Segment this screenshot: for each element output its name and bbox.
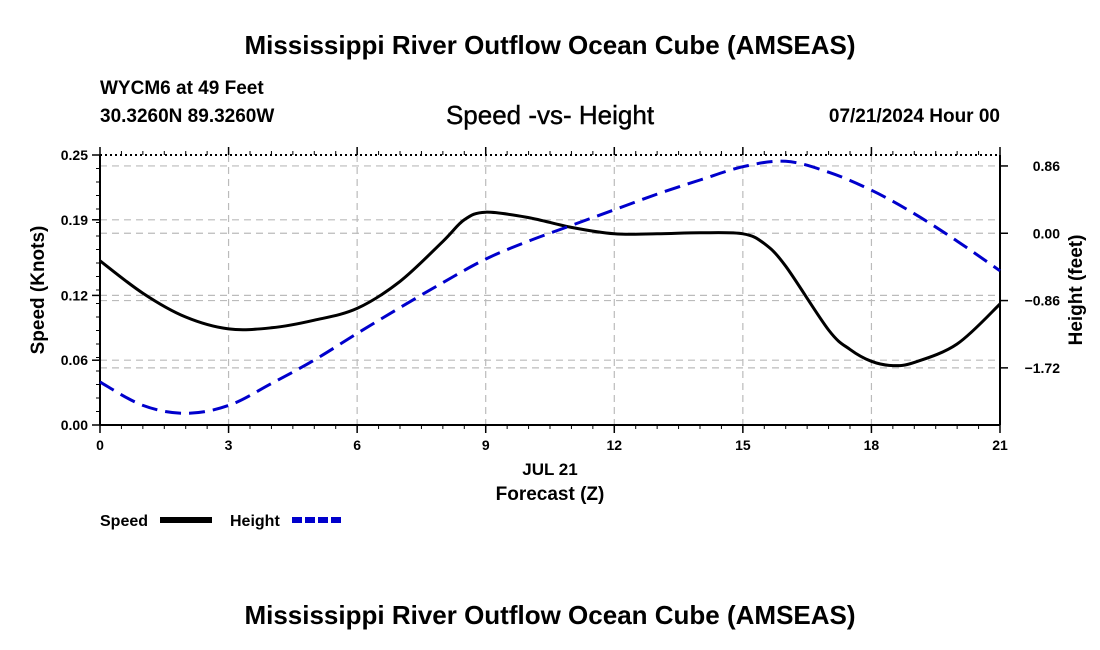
y-tick-label: 0.12 bbox=[61, 287, 88, 303]
x-tick-label: 9 bbox=[482, 437, 490, 453]
chart-title: Speed -vs- Height bbox=[445, 100, 655, 130]
x-tick-label: 3 bbox=[225, 437, 233, 453]
x-tick-label: 12 bbox=[606, 437, 622, 453]
x-axis-title: Forecast (Z) bbox=[496, 484, 605, 505]
axis-labels: 0 3 6 9 12 15 18 21 0.00 0.06 0.12 0.19 0.25 0.86 0.00… bbox=[28, 147, 1087, 505]
legend-label-height: Height bbox=[230, 513, 280, 530]
y-tick-label: 0.19 bbox=[61, 212, 88, 228]
x-sub-label: JUL 21 bbox=[522, 460, 577, 479]
main-title: Mississippi River Outflow Ocean Cube (AM… bbox=[244, 30, 856, 60]
axes bbox=[92, 147, 1008, 433]
footer-title: Mississippi River Outflow Ocean Cube (AM… bbox=[244, 600, 856, 630]
y-axis-title: Speed (Knots) bbox=[28, 226, 49, 355]
x-tick-label: 6 bbox=[353, 437, 361, 453]
x-tick-label: 15 bbox=[735, 437, 751, 453]
y2-tick-label: 0.86 bbox=[1033, 158, 1060, 174]
y2-tick-label: −0.86 bbox=[1025, 293, 1061, 309]
series-line-height bbox=[99, 159, 1001, 415]
x-tick-label: 21 bbox=[992, 437, 1008, 453]
y2-axis-title: Height (feet) bbox=[1066, 235, 1087, 346]
x-tick-label: 18 bbox=[864, 437, 880, 453]
series-line-speed bbox=[99, 210, 1002, 368]
grid-lines bbox=[100, 155, 1000, 425]
legend-label-speed: Speed bbox=[100, 513, 148, 530]
legend: Speed Height bbox=[100, 513, 344, 530]
station-label: WYCM6 at 49 Feet bbox=[100, 78, 264, 99]
y-tick-label: 0.06 bbox=[61, 352, 88, 368]
forecast-datetime: 07/21/2024 Hour 00 bbox=[828, 106, 1000, 127]
y2-tick-label: −1.72 bbox=[1025, 360, 1061, 376]
x-tick-label: 0 bbox=[96, 437, 104, 453]
coordinates-label: 30.3260N 89.3260W bbox=[100, 106, 275, 127]
series-lines bbox=[99, 159, 1002, 415]
speed-height-chart: 0 3 6 9 12 15 18 21 0.00 0.06 0.12 0.19 0.25 0.86 0.00… bbox=[28, 147, 1087, 530]
y2-tick-label: 0.00 bbox=[1033, 225, 1060, 241]
y-tick-label: 0.25 bbox=[61, 147, 88, 163]
y-tick-label: 0.00 bbox=[61, 417, 88, 433]
